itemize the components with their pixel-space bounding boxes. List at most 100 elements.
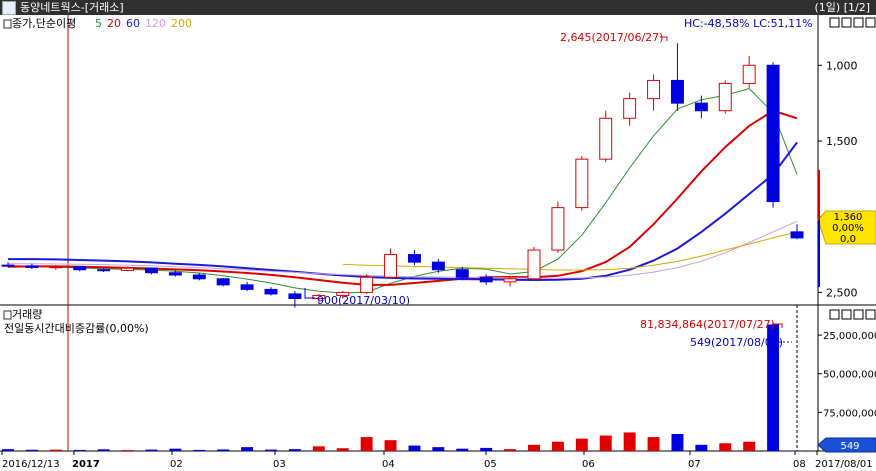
current-price: 1,360 (834, 212, 863, 223)
moving-average-lines (7, 88, 798, 294)
ma-line-20 (7, 109, 798, 286)
volume-bar (145, 449, 158, 451)
price-tick-label: 1,000 (826, 59, 858, 72)
volume-bar (791, 450, 803, 452)
candle-body (360, 276, 374, 293)
low-annotation: 900(2017/03/10) (317, 294, 410, 307)
volume-bar (408, 445, 421, 451)
volume-bar (217, 449, 230, 451)
hc-lc-readout: HC:-48,58% LC:51,11% (684, 17, 813, 30)
candle-body (479, 276, 493, 283)
volume-bar (265, 449, 277, 451)
candle-body (623, 98, 637, 119)
x-tick-label: 2017/08/01 (815, 459, 873, 470)
volume-panel (0, 305, 876, 451)
current-change-pct: 0,00% (832, 223, 864, 234)
volume-bar (480, 447, 493, 451)
ma-legend-200: 200 (171, 17, 192, 30)
x-tick-label: 08 (793, 459, 806, 470)
window-title: 동양네트웍스-[거래소] (20, 1, 124, 14)
candle-body (599, 117, 613, 160)
panel-controls[interactable] (829, 17, 876, 320)
x-tick-label: 06 (582, 459, 595, 470)
candle-body (240, 284, 254, 290)
x-tick-label: 2016/12/13 (2, 459, 60, 470)
volume-max-annotation: 81,834,864(2017/07/27) (640, 318, 775, 331)
candlesticks (1, 43, 804, 308)
volume-tick-label: 50,000,000 (823, 370, 876, 381)
candle-body (718, 82, 732, 112)
page-info[interactable]: (1일) [1/2] (814, 1, 870, 14)
price-tick-label: 2,500 (826, 286, 858, 299)
volume-bar (73, 449, 86, 451)
volume-last-annotation: 549(2017/08/01) (690, 336, 783, 349)
candle-body (670, 79, 684, 104)
volume-axis-ticks: 75,000,000 50,000,000 25,000,000 (818, 331, 876, 419)
candle-body (192, 274, 206, 280)
ma-legend: 5 20 60 120 200 (95, 17, 192, 30)
candle-body (121, 267, 135, 271)
volume-bar (360, 437, 373, 451)
candle-body (97, 269, 111, 272)
candle-body (742, 64, 756, 84)
volume-subtitle: 전일동시간대비증감률(0,00%) (4, 321, 149, 335)
candle-body (407, 254, 421, 263)
volume-bar (456, 448, 469, 451)
title-bar: 동양네트웍스-[거래소] (1일) [1/2] (0, 0, 876, 15)
x-tick-label: 07 (688, 459, 701, 470)
candle-body (790, 231, 804, 239)
candle-body (766, 64, 780, 203)
low-annotation-arrow (304, 288, 315, 299)
ma-legend-120: 120 (145, 17, 166, 30)
candle-body (49, 266, 63, 269)
volume-title: 거래량 (12, 308, 42, 321)
volume-bar (241, 447, 254, 451)
select-checkbox[interactable] (2, 1, 16, 15)
volume-bar (504, 449, 517, 451)
x-tick-label: 04 (382, 459, 395, 470)
volume-bar (575, 438, 588, 451)
volume-bar (767, 324, 780, 451)
volume-bar (743, 441, 756, 451)
current-volume-box: 549 (817, 437, 876, 453)
candle-body (264, 288, 278, 295)
candle-body (25, 265, 39, 268)
candle-body (551, 207, 565, 251)
volume-bar (528, 444, 540, 451)
candle-body (503, 278, 517, 283)
volume-legend-checkbox[interactable] (3, 310, 12, 320)
volume-bar (647, 437, 660, 451)
price-panel (0, 15, 876, 305)
current-change: 0,0 (840, 234, 856, 245)
volume-tick-label: 75,000,000 (823, 408, 876, 419)
x-tick-label: 2017 (72, 459, 100, 470)
x-tick-label: 03 (273, 459, 286, 470)
x-tick-label: 05 (484, 459, 497, 470)
candle-body (575, 158, 589, 209)
high-annotation: 2,645(2017/06/27) (560, 31, 663, 44)
candle-body (73, 266, 87, 271)
volume-bar (432, 447, 445, 451)
candle-body (288, 293, 302, 299)
ma-legend-60: 60 (126, 17, 140, 30)
volume-bar (719, 443, 732, 451)
volume-bar (671, 434, 684, 451)
legend-label: 종가,단순이평 (12, 17, 76, 30)
volume-bar (121, 450, 134, 451)
volume-bars (2, 324, 803, 452)
candle-body (384, 254, 398, 278)
volume-bar (312, 446, 325, 451)
candle-body (336, 291, 350, 296)
volume-tick-label: 25,000,000 (823, 331, 876, 342)
current-price-box: 1,360 0,00% 0,0 (817, 210, 876, 245)
candle-body (1, 264, 15, 267)
volume-bar (193, 449, 206, 451)
candle-body (455, 269, 469, 278)
candle-body (312, 294, 326, 299)
high-annotation-arrow (660, 36, 668, 41)
ma-line-60 (8, 141, 798, 282)
volume-bar (384, 440, 397, 451)
legend-checkbox[interactable] (3, 19, 12, 29)
volume-bar (551, 441, 564, 451)
